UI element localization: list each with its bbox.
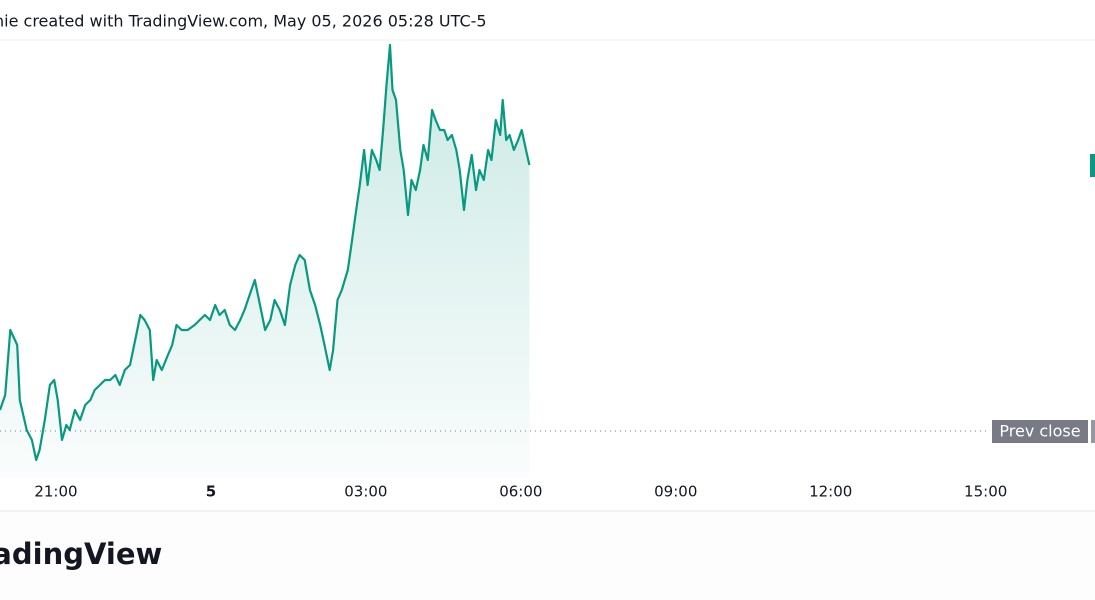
price-line [0, 43, 531, 462]
footer [0, 512, 1095, 600]
prev-close-label: Prev close [999, 422, 1080, 441]
x-tick-label: 21:00 [34, 483, 77, 501]
x-tick-label: 5 [206, 483, 216, 501]
prev-close-stub [1091, 420, 1095, 443]
x-tick-label: 06:00 [499, 483, 542, 501]
brand: radingView [0, 537, 162, 571]
plot: 21:00 5 03:00 06:00 09:00 12:00 15:00 Prev clos… [0, 43, 1095, 501]
prev-close-tag [992, 420, 1088, 443]
last-price-tag [1090, 154, 1095, 177]
x-tick-label: 03:00 [344, 483, 387, 501]
area-fill [0, 45, 530, 478]
x-tick-label: 15:00 [964, 483, 1007, 501]
x-tick-label: 09:00 [654, 483, 697, 501]
chart-title: nie created with TradingView.com, May 05… [0, 12, 487, 31]
x-tick-label: 12:00 [809, 483, 852, 501]
